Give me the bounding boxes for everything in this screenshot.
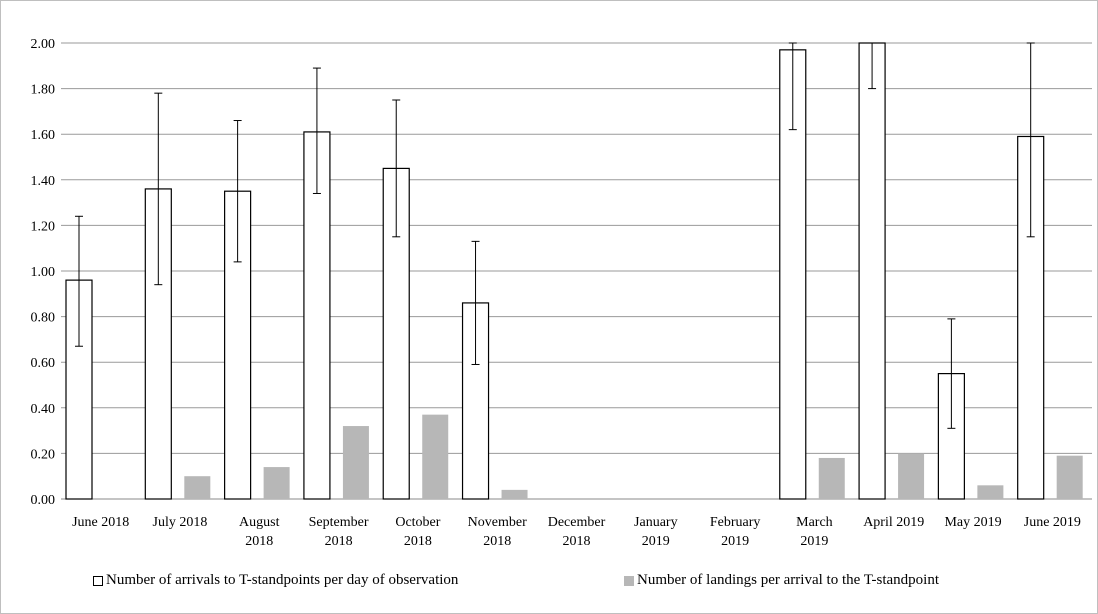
y-tick-label: 0.40 — [31, 402, 56, 417]
y-tick-label: 0.60 — [31, 356, 56, 371]
y-tick-label: 0.80 — [31, 311, 56, 326]
x-tick-label: 2019 — [721, 534, 749, 549]
legend: Number of arrivals to T-standpoints per … — [0, 572, 1098, 594]
bar-landings — [898, 453, 925, 499]
y-tick-label: 1.20 — [31, 219, 56, 234]
x-tick-label: June 2019 — [1024, 515, 1081, 530]
x-tick-label: January — [634, 515, 678, 530]
x-tick-label: September — [309, 515, 369, 530]
y-tick-label: 1.40 — [31, 174, 56, 189]
legend-label-landings: Number of landings per arrival to the T-… — [637, 572, 940, 588]
x-tick-label: 2018 — [404, 534, 432, 549]
bar-landings — [977, 485, 1004, 499]
x-tick-label: December — [548, 515, 606, 530]
bar-landings — [263, 467, 290, 499]
y-tick-label: 1.60 — [31, 128, 56, 143]
x-tick-label: November — [468, 515, 527, 530]
x-tick-label: April 2019 — [863, 515, 924, 530]
bar-landings — [342, 426, 369, 499]
legend-item-arrivals: Number of arrivals to T-standpoints per … — [93, 572, 458, 589]
x-tick-label: 2019 — [800, 534, 828, 549]
x-tick-label: 2018 — [563, 534, 591, 549]
x-tick-label: July 2018 — [153, 515, 208, 530]
x-tick-label: August — [239, 515, 280, 530]
x-tick-label: 2018 — [325, 534, 353, 549]
bar-arrivals — [382, 167, 410, 500]
legend-swatch-outline-icon — [93, 575, 103, 586]
y-tick-label: 1.80 — [31, 83, 56, 98]
y-tick-label: 2.00 — [31, 37, 56, 52]
bar-landings — [1056, 455, 1083, 499]
y-tick-label: 0.00 — [31, 493, 56, 508]
x-tick-label: 2019 — [642, 534, 670, 549]
x-tick-label: June 2018 — [72, 515, 129, 530]
x-tick-label: May 2019 — [944, 515, 1001, 530]
x-tick-label: 2018 — [483, 534, 511, 549]
bar-arrivals — [303, 131, 331, 500]
bar-landings — [818, 457, 845, 499]
x-tick-label: October — [395, 515, 440, 530]
y-tick-label: 1.00 — [31, 265, 56, 280]
legend-swatch-filled-icon — [624, 575, 634, 586]
y-tick-label: 0.20 — [31, 447, 56, 462]
legend-label-arrivals: Number of arrivals to T-standpoints per … — [106, 572, 459, 588]
bar-arrivals — [858, 42, 886, 500]
x-tick-label: March — [796, 515, 833, 530]
bar-landings — [184, 476, 211, 499]
legend-item-landings: Number of landings per arrival to the T-… — [624, 572, 939, 589]
bar-landings — [422, 414, 449, 499]
x-tick-label: 2018 — [245, 534, 273, 549]
x-tick-label: February — [710, 515, 761, 530]
bar-chart: 0.00 0.20 0.40 0.60 0.80 1.00 1.20 1.40 1.60 1.80… — [31, 37, 1092, 549]
bar-landings — [501, 489, 528, 499]
